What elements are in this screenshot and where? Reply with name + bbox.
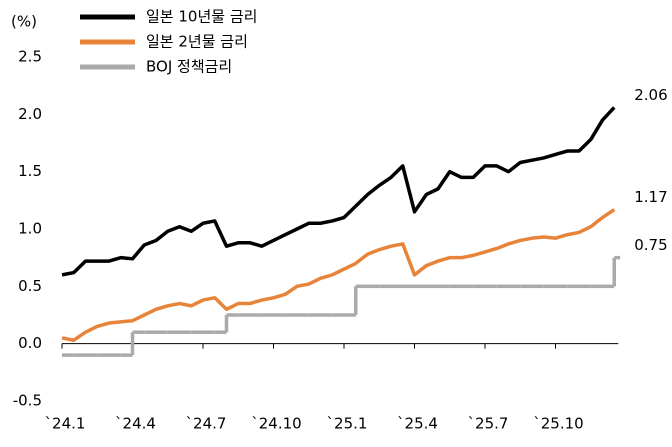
x-tick-label: `25.10 bbox=[533, 415, 583, 433]
y-axis-unit: (%) bbox=[11, 13, 37, 31]
series-line bbox=[61, 106, 616, 277]
x-tick-label: `24.1 bbox=[45, 415, 86, 433]
y-tick-label: 1.0 bbox=[18, 220, 42, 238]
y-tick-label: 2.5 bbox=[18, 48, 42, 66]
x-tick-label: `25.7 bbox=[468, 415, 509, 433]
end-value-label: 0.75 bbox=[634, 236, 667, 254]
legend-label: 일본 10년물 금리 bbox=[146, 8, 257, 26]
x-tick-label: `24.4 bbox=[115, 415, 156, 433]
x-tick-label: `25.4 bbox=[397, 415, 438, 433]
end-value-label: 1.17 bbox=[634, 188, 667, 206]
end-value-label: 2.06 bbox=[634, 86, 667, 104]
x-tick-label: `24.7 bbox=[186, 415, 227, 433]
series-line bbox=[61, 208, 616, 342]
y-tick-label: 2.0 bbox=[18, 105, 42, 123]
x-tick-label: `24.10 bbox=[251, 415, 301, 433]
y-tick-label: 0.0 bbox=[18, 334, 42, 352]
y-tick-label: -0.5 bbox=[13, 392, 42, 410]
legend-label: 일본 2년물 금리 bbox=[146, 33, 248, 51]
y-tick-label: 1.5 bbox=[18, 162, 42, 180]
x-tick-label: `25.1 bbox=[327, 415, 368, 433]
legend-label: BOJ 정책금리 bbox=[146, 58, 232, 76]
y-tick-label: 0.5 bbox=[18, 277, 42, 295]
